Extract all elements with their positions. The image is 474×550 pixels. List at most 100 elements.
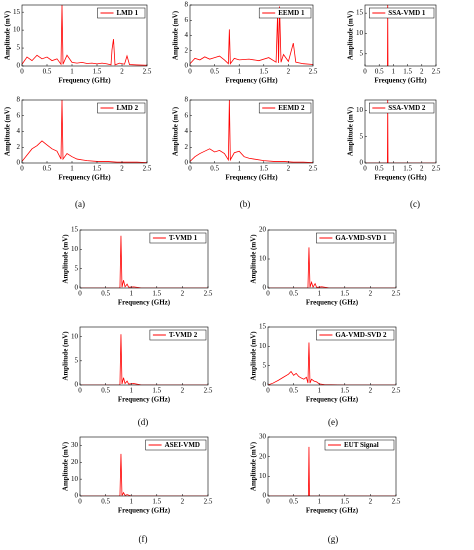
- x-tick-label: 0: [363, 165, 367, 173]
- y-tick-label: 4: [185, 127, 189, 135]
- legend-box: [258, 102, 312, 114]
- legend-box: [149, 232, 207, 244]
- x-tick-label: 1.5: [340, 498, 349, 506]
- y-axis-label: Amplitude (mV): [250, 331, 258, 381]
- spectrum-line: [190, 100, 313, 163]
- x-axis-label: Frequency (GHz): [374, 77, 427, 85]
- y-tick-label: 8: [17, 96, 21, 104]
- x-tick-label: 2.5: [432, 68, 441, 76]
- y-tick-label: 30: [71, 441, 79, 449]
- y-tick-label: 30: [259, 433, 267, 441]
- legend-box: [145, 439, 207, 451]
- y-tick-label: 6: [17, 111, 21, 119]
- y-tick-label: 5: [17, 44, 21, 52]
- x-tick-label: 2.5: [309, 165, 318, 173]
- x-tick-label: 0.5: [210, 68, 219, 76]
- y-tick-label: 8: [185, 1, 189, 9]
- y-tick-label: 10: [356, 29, 364, 37]
- x-tick-label: 1: [237, 68, 241, 76]
- spectrum-line: [190, 6, 313, 65]
- y-tick-label: 5: [75, 264, 79, 272]
- panel-label: (b): [240, 199, 251, 209]
- x-tick-label: 1: [237, 165, 241, 173]
- panel-label: (e): [328, 417, 338, 427]
- spectrum-line: [268, 342, 396, 385]
- y-axis-label: Amplitude (mV): [4, 10, 12, 60]
- plot-frame: [79, 326, 209, 386]
- y-tick-label: 20: [259, 452, 267, 460]
- y-tick-label: 10: [71, 245, 79, 253]
- x-tick-label: 1: [70, 165, 74, 173]
- x-tick-label: 2: [181, 290, 185, 298]
- x-tick-label: 1.5: [340, 290, 349, 298]
- y-tick-label: 20: [71, 458, 79, 466]
- spectrum-line: [80, 453, 208, 496]
- x-tick-label: 0.5: [101, 498, 110, 506]
- panel-label: (f): [139, 534, 148, 544]
- spectrum-line: [80, 235, 208, 288]
- x-tick-label: 0: [188, 165, 192, 173]
- y-tick-label: 10: [71, 332, 79, 340]
- x-tick-label: 0: [266, 387, 270, 395]
- legend-label: LMD 2: [117, 104, 139, 112]
- x-tick-label: 1.5: [152, 498, 161, 506]
- legend-label: SSA-VMD 1: [388, 9, 426, 17]
- x-tick-label: 1.5: [403, 68, 412, 76]
- x-axis-label: Frequency (GHz): [58, 174, 111, 182]
- x-tick-label: 2.5: [432, 165, 441, 173]
- y-axis-label: Amplitude (mV): [250, 234, 258, 284]
- legend-label: LMD 1: [117, 9, 139, 17]
- x-tick-label: 2: [369, 387, 373, 395]
- y-tick-label: 5: [360, 132, 364, 140]
- x-tick-label: 0.5: [43, 165, 52, 173]
- plot-frame: [79, 436, 209, 497]
- x-tick-label: 2: [420, 68, 424, 76]
- x-tick-label: 0: [266, 498, 270, 506]
- x-axis-label: Frequency (GHz): [306, 299, 359, 307]
- y-tick-label: 10: [259, 342, 267, 350]
- legend-box: [149, 329, 207, 341]
- x-tick-label: 0: [266, 290, 270, 298]
- y-tick-label: 5: [360, 49, 364, 57]
- x-tick-label: 2: [287, 68, 291, 76]
- legend-box: [369, 102, 435, 114]
- y-tick-label: 15: [71, 226, 79, 234]
- panel-label: (g): [328, 534, 339, 544]
- x-tick-label: 2: [120, 165, 124, 173]
- panel-label: (a): [75, 199, 85, 209]
- y-tick-label: 0: [185, 62, 189, 70]
- x-tick-label: 0: [363, 68, 367, 76]
- legend-label: EEMD 1: [278, 9, 305, 17]
- y-axis-label: Amplitude (mV): [4, 106, 12, 156]
- x-tick-label: 1: [129, 387, 133, 395]
- legend-box: [97, 102, 146, 114]
- x-tick-label: 2.5: [143, 165, 152, 173]
- y-axis-label: Amplitude (mV): [172, 106, 180, 156]
- spectrum-line: [22, 5, 147, 66]
- legend-box: [369, 7, 435, 19]
- x-tick-label: 0.5: [375, 165, 384, 173]
- legend-label: ASEI-VMD: [165, 441, 200, 449]
- x-tick-label: 2.5: [204, 387, 213, 395]
- x-tick-label: 1.5: [259, 68, 268, 76]
- x-tick-label: 1: [317, 498, 321, 506]
- legend-label: EUT Signal: [344, 441, 379, 449]
- y-tick-label: 8: [185, 96, 189, 104]
- y-tick-label: 2: [185, 143, 189, 151]
- x-axis-label: Frequency (GHz): [374, 174, 427, 182]
- x-axis-label: Frequency (GHz): [225, 77, 278, 85]
- legend-label: T-VMD 2: [169, 331, 198, 339]
- x-tick-label: 0.5: [289, 290, 298, 298]
- panel-label: (d): [138, 417, 149, 427]
- x-tick-label: 1: [317, 290, 321, 298]
- y-axis-label: Amplitude (mV): [347, 106, 355, 156]
- x-tick-label: 0: [78, 290, 82, 298]
- y-axis-label: Amplitude (mV): [62, 331, 70, 381]
- x-axis-label: Frequency (GHz): [225, 174, 278, 182]
- y-tick-label: 15: [356, 9, 364, 17]
- y-tick-label: 4: [185, 31, 189, 39]
- plot-frame: [267, 326, 397, 386]
- legend-label: EEMD 2: [278, 104, 305, 112]
- x-tick-label: 2: [120, 68, 124, 76]
